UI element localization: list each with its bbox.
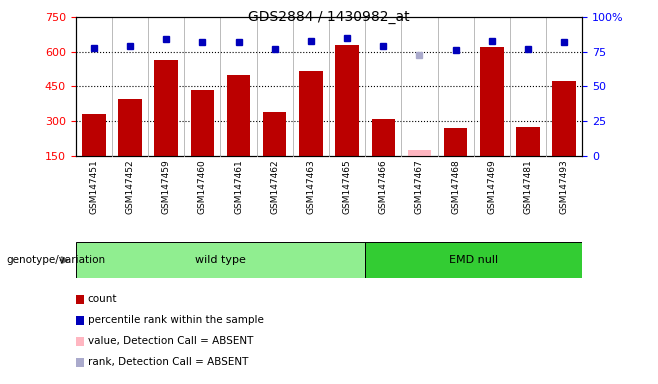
Text: rank, Detection Call = ABSENT: rank, Detection Call = ABSENT — [88, 358, 248, 367]
Text: GSM147481: GSM147481 — [524, 160, 532, 214]
Bar — [336, 45, 359, 156]
Bar — [76, 242, 365, 278]
Bar — [480, 47, 503, 156]
Text: GSM147493: GSM147493 — [560, 160, 569, 214]
Text: percentile rank within the sample: percentile rank within the sample — [88, 315, 263, 325]
Bar — [517, 127, 540, 156]
Bar — [553, 81, 576, 156]
Bar — [365, 242, 582, 278]
Text: GSM147462: GSM147462 — [270, 160, 279, 214]
Bar — [444, 128, 467, 156]
Text: GSM147452: GSM147452 — [126, 160, 134, 214]
Bar — [263, 112, 286, 156]
Text: GSM147468: GSM147468 — [451, 160, 460, 214]
Bar — [299, 71, 322, 156]
Text: GSM147459: GSM147459 — [162, 160, 170, 214]
Bar — [118, 99, 141, 156]
Text: genotype/variation: genotype/variation — [7, 255, 106, 265]
Bar — [191, 90, 214, 156]
Text: GSM147469: GSM147469 — [488, 160, 496, 214]
Text: GSM147460: GSM147460 — [198, 160, 207, 214]
Text: GSM147461: GSM147461 — [234, 160, 243, 214]
Text: GSM147463: GSM147463 — [307, 160, 315, 214]
Text: EMD null: EMD null — [449, 255, 498, 265]
Text: GSM147466: GSM147466 — [379, 160, 388, 214]
Bar — [408, 150, 431, 156]
Bar — [82, 114, 105, 156]
Text: value, Detection Call = ABSENT: value, Detection Call = ABSENT — [88, 336, 253, 346]
Text: GSM147465: GSM147465 — [343, 160, 351, 214]
Text: GDS2884 / 1430982_at: GDS2884 / 1430982_at — [248, 10, 410, 23]
Text: wild type: wild type — [195, 255, 246, 265]
Bar — [227, 75, 250, 156]
Text: GSM147467: GSM147467 — [415, 160, 424, 214]
Bar — [372, 119, 395, 156]
Text: count: count — [88, 294, 117, 304]
Text: GSM147451: GSM147451 — [89, 160, 98, 214]
Bar — [155, 60, 178, 156]
